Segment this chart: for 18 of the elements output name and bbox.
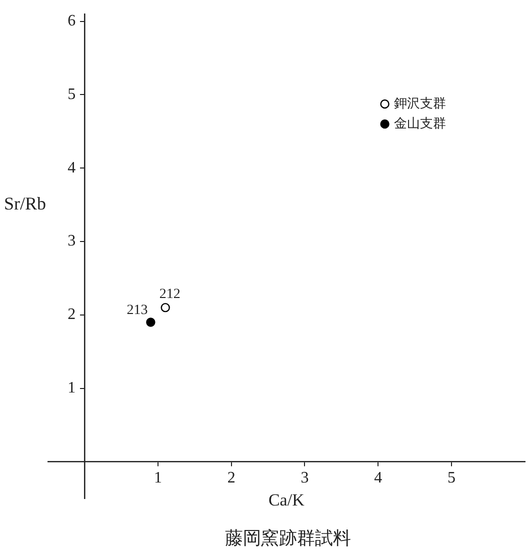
x-tick-label: 5	[447, 470, 456, 487]
y-tick-label: 4	[68, 159, 76, 176]
x-tick-label: 1	[154, 470, 162, 487]
y-tick-label: 3	[68, 232, 76, 250]
x-axis-title: Ca/K	[268, 490, 306, 510]
y-tick-label: 2	[68, 306, 76, 324]
y-axis-title: Sr/Rb	[4, 194, 46, 214]
x-tick-label: 4	[374, 470, 382, 487]
text: 藤岡窯跡群試料	[225, 528, 351, 548]
annotation: 212	[159, 287, 180, 302]
y-tick-label: 5	[68, 86, 76, 103]
y-tick-label: 6	[68, 12, 76, 30]
x-tick-label: 3	[300, 470, 309, 487]
annotation: 213	[126, 302, 148, 318]
legend-label: 鉀沢支群	[394, 96, 446, 112]
x-tick-label: 2	[227, 470, 236, 487]
y-tick-label: 1	[68, 380, 76, 397]
legend-label: 金山支群	[394, 116, 446, 132]
